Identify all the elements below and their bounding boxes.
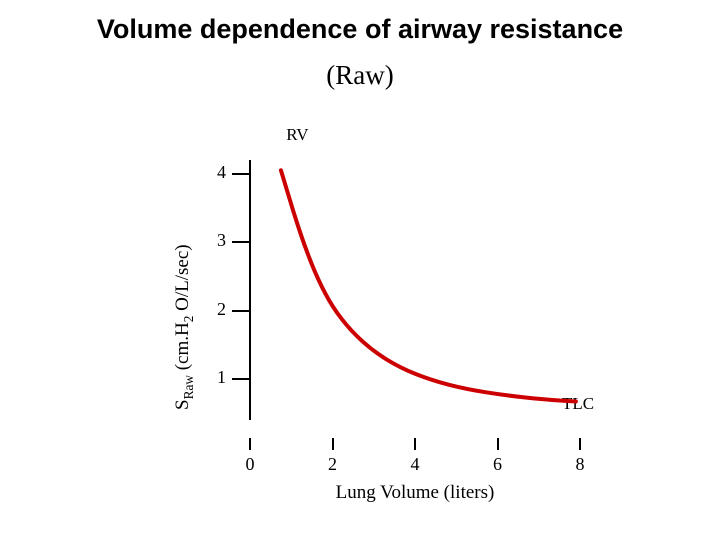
resistance-curve	[0, 0, 720, 540]
